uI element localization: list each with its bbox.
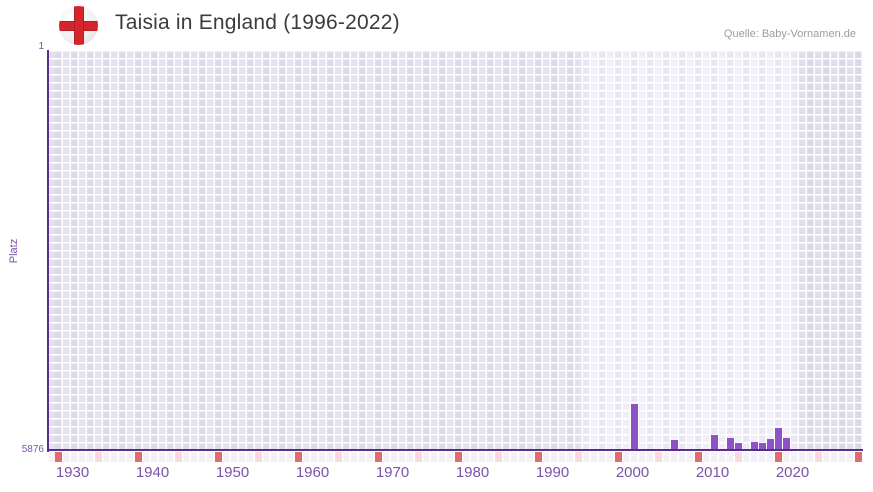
bar-2014 <box>727 438 734 449</box>
timeline-marker-1975 <box>415 452 422 462</box>
timeline-marker-1965 <box>335 452 342 462</box>
x-axis-tick-1970: 1970 <box>375 464 410 481</box>
x-axis-tick-1960: 1960 <box>295 464 330 481</box>
timeline-marker-1980 <box>455 452 462 462</box>
timeline-marker-1985 <box>495 452 502 462</box>
timeline-marker-2025 <box>815 452 822 462</box>
y-axis-label: Platz <box>8 238 20 264</box>
timeline-marker-strip <box>49 452 863 462</box>
timeline-marker-1930 <box>55 452 62 462</box>
x-axis-line <box>47 449 863 451</box>
x-axis-tick-1950: 1950 <box>215 464 250 481</box>
timeline-marker-1995 <box>575 452 582 462</box>
x-axis-tick-1930: 1930 <box>55 464 90 481</box>
bar-2019 <box>767 439 774 449</box>
timeline-marker-1955 <box>255 452 262 462</box>
timeline-marker-2010 <box>695 452 702 462</box>
bar-2020 <box>775 428 782 449</box>
x-axis-tick-2010: 2010 <box>695 464 730 481</box>
x-axis-tick-1980: 1980 <box>455 464 490 481</box>
flag-cross-vertical <box>73 6 84 45</box>
x-axis-tick-2020: 2020 <box>775 464 810 481</box>
timeline-marker-1960 <box>295 452 302 462</box>
y-axis-line <box>47 50 49 452</box>
timeline-marker-1990 <box>535 452 542 462</box>
timeline-marker-2030 <box>855 452 862 462</box>
x-axis-tick-2000: 2000 <box>615 464 650 481</box>
source-credit: Quelle: Baby-Vornamen.de <box>723 28 856 40</box>
y-axis-tick-bottom: 5876 <box>21 444 44 455</box>
bar-2018 <box>759 443 766 449</box>
timeline-marker-1950 <box>215 452 222 462</box>
bar-2015 <box>735 443 742 449</box>
bar-2007 <box>671 440 678 449</box>
england-flag-icon <box>59 6 98 45</box>
y-axis-tick-top: 1 <box>38 41 44 52</box>
timeline-marker-1970 <box>375 452 382 462</box>
timeline-marker-1935 <box>95 452 102 462</box>
timeline-marker-1945 <box>175 452 182 462</box>
page-title: Taisia in England (1996-2022) <box>115 11 400 34</box>
timeline-marker-2020 <box>775 452 782 462</box>
x-axis-tick-1990: 1990 <box>535 464 570 481</box>
bar-2017 <box>751 442 758 449</box>
timeline-marker-2015 <box>735 452 742 462</box>
timeline-marker-1940 <box>135 452 142 462</box>
timeline-marker-2000 <box>615 452 622 462</box>
bar-2002 <box>631 403 638 449</box>
bar-2021 <box>783 438 790 449</box>
x-axis-tick-1940: 1940 <box>135 464 170 481</box>
timeline-marker-2005 <box>655 452 662 462</box>
plot-area <box>49 50 863 450</box>
bar-2012 <box>711 434 718 449</box>
